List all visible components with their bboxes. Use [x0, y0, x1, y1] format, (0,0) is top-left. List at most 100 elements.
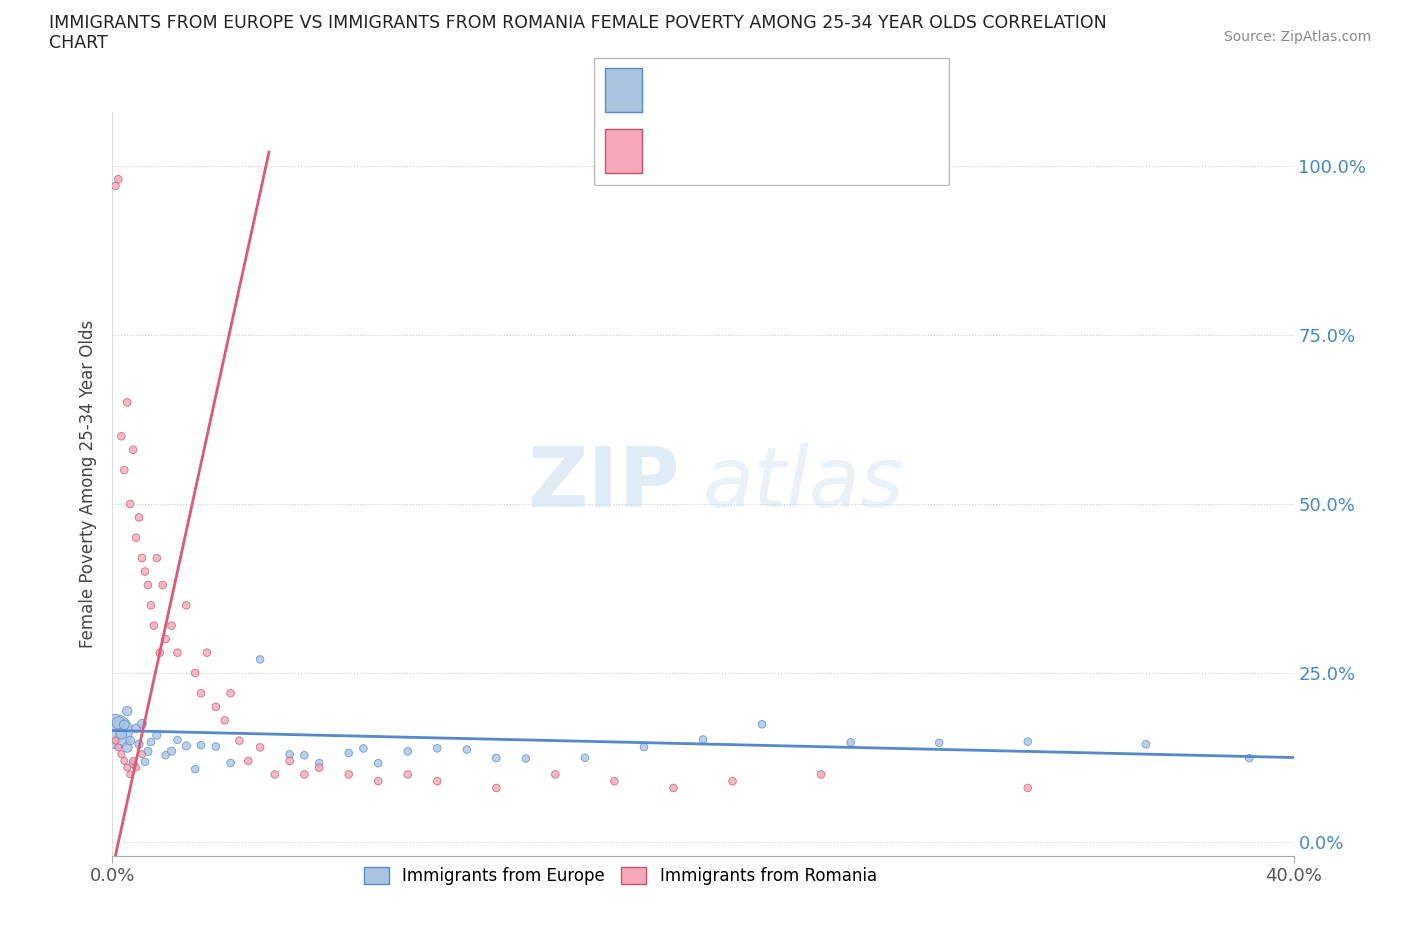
Point [142, 618, 165, 633]
Point [426, 774, 449, 789]
Point [117, 704, 138, 719]
Point [136, 744, 159, 759]
Point [249, 740, 271, 755]
Point [146, 728, 169, 743]
Point [152, 578, 174, 592]
Point [219, 755, 242, 770]
Point [107, 172, 129, 187]
Point [104, 724, 127, 739]
Point [134, 754, 156, 769]
Point [337, 746, 360, 761]
Text: ZIP: ZIP [527, 443, 679, 525]
Point [117, 760, 138, 775]
Point [166, 733, 188, 748]
Point [120, 767, 142, 782]
Point [367, 756, 389, 771]
Point [120, 497, 142, 512]
Point [117, 395, 138, 410]
Point [166, 645, 188, 660]
Point [1239, 751, 1261, 765]
Point [426, 741, 449, 756]
Point [131, 747, 153, 762]
Point [104, 179, 127, 193]
Point [184, 762, 207, 777]
Point [104, 733, 127, 748]
Point [131, 716, 153, 731]
Point [155, 631, 177, 646]
Point [662, 780, 685, 795]
Point [174, 738, 197, 753]
FancyBboxPatch shape [595, 59, 949, 185]
Text: Source: ZipAtlas.com: Source: ZipAtlas.com [1223, 30, 1371, 44]
Point [131, 551, 153, 565]
Point [139, 735, 162, 750]
Point [337, 767, 360, 782]
Point [249, 652, 271, 667]
Point [112, 753, 135, 768]
Point [125, 530, 148, 545]
Point [308, 756, 330, 771]
Point [160, 744, 183, 759]
Legend: Immigrants from Europe, Immigrants from Romania: Immigrants from Europe, Immigrants from … [357, 860, 883, 892]
Point [515, 751, 537, 766]
Point [134, 565, 156, 579]
Point [139, 598, 162, 613]
Point [751, 717, 773, 732]
Point [308, 760, 330, 775]
Point [107, 740, 129, 755]
Point [107, 715, 129, 730]
Point [122, 753, 145, 768]
Point [292, 748, 315, 763]
Point [120, 733, 142, 748]
Point [633, 739, 655, 754]
Point [278, 747, 301, 762]
Point [396, 744, 419, 759]
Point [352, 741, 374, 756]
Point [125, 760, 148, 775]
Point [110, 747, 132, 762]
Point [190, 685, 212, 700]
Point [928, 736, 950, 751]
Point [219, 685, 242, 700]
Point [112, 717, 135, 732]
Point [195, 645, 218, 660]
Point [292, 767, 315, 782]
Point [125, 721, 148, 736]
Point [721, 774, 744, 789]
Point [264, 767, 287, 782]
Point [122, 756, 145, 771]
Text: R =  0.730   N = 54: R = 0.730 N = 54 [652, 140, 844, 159]
Point [228, 733, 250, 748]
Point [456, 742, 478, 757]
Point [160, 618, 183, 633]
Point [485, 751, 508, 765]
Point [396, 767, 419, 782]
Point [692, 732, 714, 747]
Point [238, 753, 260, 768]
Point [1017, 780, 1039, 795]
Text: R = -0.337   N = 44: R = -0.337 N = 44 [652, 79, 845, 99]
FancyBboxPatch shape [605, 128, 641, 173]
Text: atlas: atlas [703, 443, 904, 525]
Point [205, 699, 228, 714]
FancyBboxPatch shape [605, 68, 641, 112]
Point [205, 739, 228, 754]
Point [544, 767, 567, 782]
Text: CHART: CHART [49, 34, 108, 52]
Point [1017, 734, 1039, 749]
Point [839, 735, 862, 750]
Point [110, 429, 132, 444]
Point [110, 726, 132, 741]
Text: IMMIGRANTS FROM EUROPE VS IMMIGRANTS FROM ROMANIA FEMALE POVERTY AMONG 25-34 YEA: IMMIGRANTS FROM EUROPE VS IMMIGRANTS FRO… [49, 14, 1107, 32]
Point [603, 774, 626, 789]
Point [214, 713, 236, 728]
Point [190, 737, 212, 752]
Point [810, 767, 832, 782]
Point [184, 666, 207, 681]
Point [574, 751, 596, 765]
Point [155, 748, 177, 763]
Point [367, 774, 389, 789]
Point [278, 753, 301, 768]
Point [117, 740, 138, 755]
Point [485, 780, 508, 795]
